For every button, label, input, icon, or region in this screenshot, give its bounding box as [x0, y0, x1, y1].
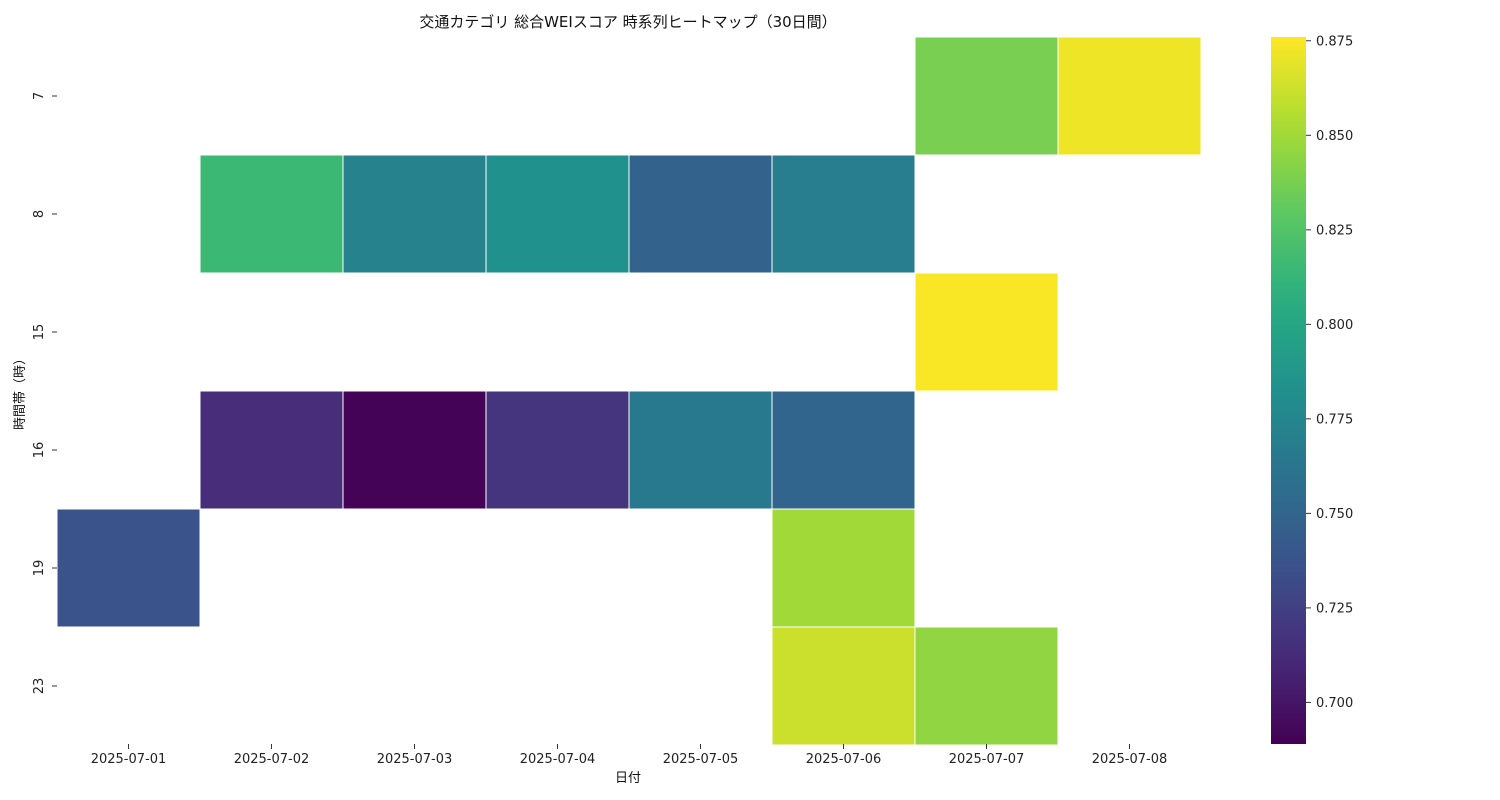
colorbar-tick-label: 0.825 [1316, 223, 1353, 238]
heatmap-cell [1057, 36, 1202, 156]
y-tick-label: 16 [32, 442, 47, 459]
heatmap-cell [199, 390, 344, 510]
x-tick-label: 2025-07-02 [234, 752, 310, 767]
colorbar-tick-label: 0.725 [1316, 601, 1353, 616]
heatmap-cell [914, 272, 1059, 392]
heatmap-cell [914, 626, 1059, 746]
heatmap-cell [771, 390, 916, 510]
colorbar-tick-label: 0.700 [1316, 696, 1353, 711]
heatmap-cell [628, 154, 773, 274]
x-tick-label: 2025-07-04 [520, 752, 596, 767]
heatmap-cell [771, 626, 916, 746]
y-axis-label: 時間帯（時） [13, 352, 28, 430]
chart-title: 交通カテゴリ 総合WEIスコア 時系列ヒートマップ（30日間） [419, 13, 836, 31]
heatmap-cell [342, 390, 487, 510]
colorbar-tick-label: 0.775 [1316, 412, 1353, 427]
colorbar-tick-label: 0.850 [1316, 129, 1353, 144]
heatmap-cells [56, 36, 1202, 746]
x-tick-label: 2025-07-01 [91, 752, 167, 767]
x-tick-label: 2025-07-07 [949, 752, 1025, 767]
heatmap-cell [628, 390, 773, 510]
y-tick-label: 15 [32, 324, 47, 341]
x-tick-label: 2025-07-06 [806, 752, 882, 767]
y-tick-label: 8 [32, 210, 47, 218]
x-tick-label: 2025-07-03 [377, 752, 453, 767]
colorbar-tick-label: 0.750 [1316, 507, 1353, 522]
heatmap-cell [199, 154, 344, 274]
x-axis-ticks: 2025-07-01 2025-07-02 2025-07-03 2025-07-04… [91, 744, 1168, 767]
y-tick-label: 7 [32, 92, 47, 100]
x-tick-label: 2025-07-05 [663, 752, 739, 767]
heatmap-cell [771, 154, 916, 274]
x-tick-label: 2025-07-08 [1092, 752, 1168, 767]
colorbar-tick-label: 0.800 [1316, 318, 1353, 333]
colorbar-ticks: 0.700 0.725 0.750 0.775 0.800 0.825 0.850 0.875 [1306, 34, 1353, 711]
y-tick-label: 23 [32, 678, 47, 695]
y-axis-ticks: 7 8 15 16 19 23 [32, 92, 57, 694]
heatmap-cell [485, 154, 630, 274]
heatmap-cell [771, 508, 916, 628]
heatmap-cell [56, 508, 201, 628]
y-tick-label: 19 [32, 560, 47, 577]
x-axis-label: 日付 [615, 771, 641, 786]
colorbar [1271, 37, 1306, 744]
colorbar-tick-label: 0.875 [1316, 34, 1353, 49]
heatmap-cell [342, 154, 487, 274]
heatmap-cell [485, 390, 630, 510]
heatmap-cell [914, 36, 1059, 156]
